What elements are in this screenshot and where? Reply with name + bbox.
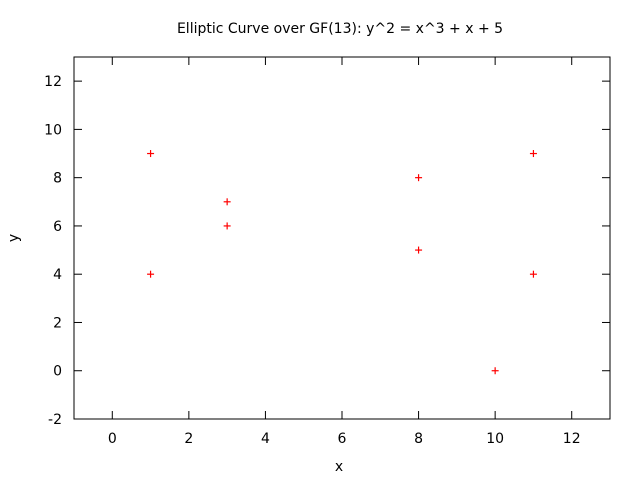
x-tick-label: 12 bbox=[563, 431, 581, 447]
x-tick-label: 4 bbox=[261, 431, 270, 447]
y-tick-label: 4 bbox=[53, 267, 62, 283]
data-point bbox=[147, 150, 155, 158]
data-point bbox=[223, 198, 231, 206]
data-point bbox=[491, 367, 499, 375]
data-point bbox=[529, 150, 537, 158]
y-tick-label: 6 bbox=[53, 219, 62, 235]
y-tick-label: 0 bbox=[53, 364, 62, 380]
x-tick-label: 10 bbox=[486, 431, 504, 447]
chart-title: Elliptic Curve over GF(13): y^2 = x^3 + … bbox=[177, 21, 503, 37]
plot-frame bbox=[73, 56, 611, 420]
y-tick-label: 2 bbox=[53, 315, 62, 331]
x-tick-label: 8 bbox=[414, 431, 423, 447]
y-tick-label: 10 bbox=[44, 122, 62, 138]
points-layer bbox=[147, 150, 537, 375]
x-tick-label: 0 bbox=[108, 431, 117, 447]
data-point bbox=[415, 246, 423, 254]
x-tick-label: 2 bbox=[184, 431, 193, 447]
y-tick-label: 8 bbox=[53, 171, 62, 187]
x-tick-label: 6 bbox=[338, 431, 347, 447]
data-point bbox=[529, 270, 537, 278]
data-point bbox=[415, 174, 423, 182]
x-axis-label: x bbox=[335, 459, 343, 475]
data-point bbox=[223, 222, 231, 230]
ticks-layer: 0 2 4 6 8 10 12 -2 0 2 4 6 8 10 12 bbox=[44, 57, 610, 447]
y-tick-label: 12 bbox=[44, 74, 62, 90]
data-point bbox=[147, 270, 155, 278]
y-axis-label: y bbox=[6, 234, 22, 242]
y-tick-label: -2 bbox=[48, 412, 62, 428]
